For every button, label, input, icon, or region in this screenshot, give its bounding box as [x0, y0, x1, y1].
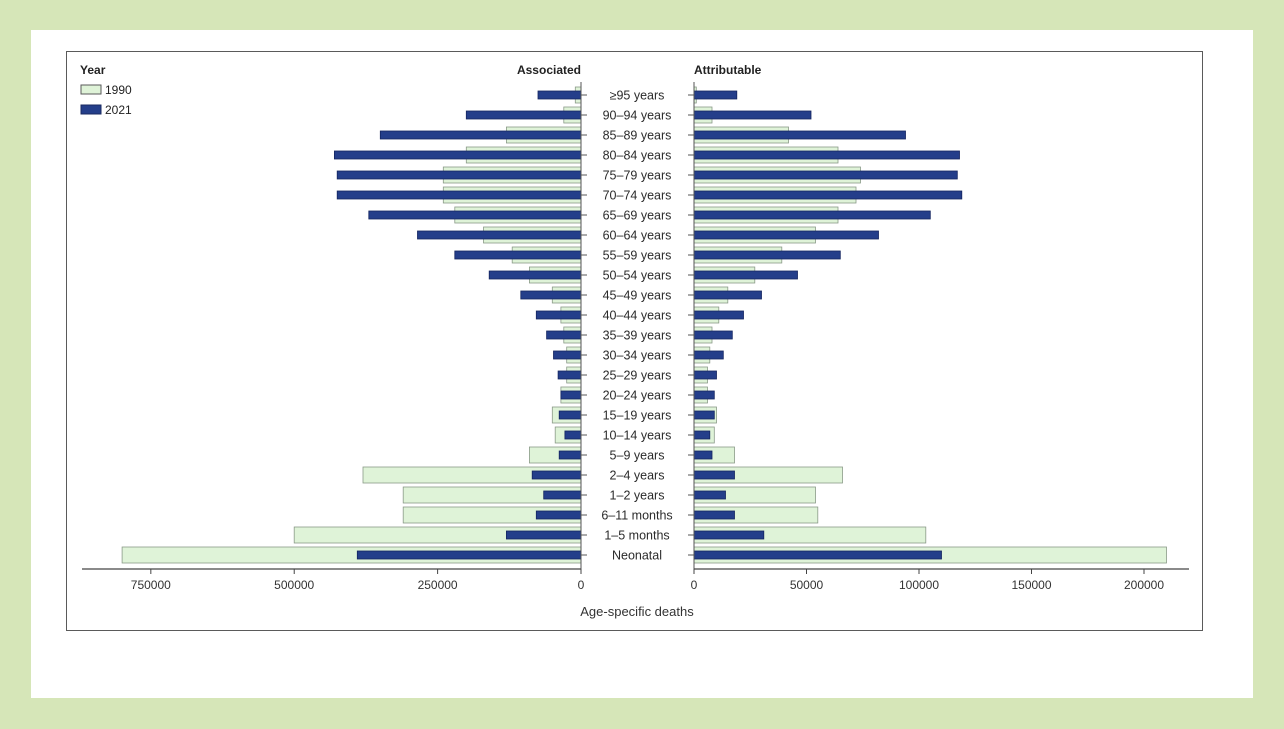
bar-attributable-2021 [693, 170, 958, 180]
bar-attributable-2021 [693, 510, 735, 520]
bar-associated-2021 [557, 370, 582, 380]
bar-associated-2021 [543, 490, 582, 500]
age-group-label: 40–44 years [603, 309, 672, 323]
bar-associated-2021 [546, 330, 582, 340]
x-tick-label-attributable: 150000 [1011, 578, 1051, 592]
bar-associated-2021 [553, 350, 582, 360]
legend: Year 1990 2021 [80, 63, 132, 117]
bar-associated-2021 [417, 230, 582, 240]
age-group-label: 5–9 years [610, 449, 665, 463]
age-group-label: 85–89 years [603, 129, 672, 143]
age-group-label: 30–34 years [603, 349, 672, 363]
bar-associated-2021 [379, 130, 582, 140]
age-group-label: 45–49 years [603, 289, 672, 303]
age-group-label: 1–5 months [604, 529, 669, 543]
age-group-label: 50–54 years [603, 269, 672, 283]
panel-title-right: Attributable [694, 63, 762, 77]
bar-associated-2021 [488, 270, 582, 280]
figure-frame: ≥95 years 90–94 years 85–89 years 80–84 yea… [31, 30, 1253, 698]
chart-svg: ≥95 years 90–94 years 85–89 years 80–84 yea… [80, 63, 1189, 619]
age-group-label: 15–19 years [603, 409, 672, 423]
age-group-label: 75–79 years [603, 169, 672, 183]
bar-attributable-2021 [693, 270, 798, 280]
age-group-label: 60–64 years [603, 229, 672, 243]
legend-swatch-2021 [80, 104, 102, 115]
bar-associated-2021 [535, 310, 582, 320]
bar-associated-2021 [558, 450, 582, 460]
bar-attributable-2021 [693, 90, 738, 100]
bar-associated-2021 [356, 550, 582, 560]
age-group-label: 35–39 years [603, 329, 672, 343]
age-group-label: 25–29 years [603, 369, 672, 383]
age-group-label: 70–74 years [603, 189, 672, 203]
panel-title-left: Associated [517, 63, 581, 77]
x-axis-title: Age-specific deaths [580, 604, 694, 619]
bar-associated-2021 [465, 110, 582, 120]
age-group-label: 1–2 years [610, 489, 665, 503]
age-group-label: 2–4 years [610, 469, 665, 483]
age-group-label: Neonatal [612, 549, 662, 563]
bar-attributable-2021 [693, 550, 942, 560]
bar-associated-2021 [558, 410, 582, 420]
bar-attributable-2021 [693, 230, 879, 240]
bar-attributable-2021 [693, 150, 960, 160]
bar-associated-2021 [535, 510, 582, 520]
age-group-label: 90–94 years [603, 109, 672, 123]
legend-label-1990: 1990 [105, 83, 132, 97]
bar-attributable-2021 [693, 490, 726, 500]
bar-associated-2021 [537, 90, 582, 100]
bar-attributable-2021 [693, 530, 765, 540]
bar-attributable-2021 [693, 290, 762, 300]
bar-associated-2021 [333, 150, 582, 160]
bar-attributable-2021 [693, 250, 841, 260]
age-group-label: ≥95 years [610, 89, 665, 103]
bar-attributable-2021 [693, 330, 733, 340]
x-tick-label-attributable: 200000 [1124, 578, 1164, 592]
age-group-label: 55–59 years [603, 249, 672, 263]
x-tick-label-attributable: 50000 [790, 578, 824, 592]
bar-associated-2021 [336, 170, 582, 180]
x-tick-label-associated: 500000 [274, 578, 314, 592]
bar-associated-2021 [560, 390, 582, 400]
bar-attributable-2021 [693, 190, 963, 200]
x-tick-label-attributable: 100000 [899, 578, 939, 592]
legend-swatch-1990 [80, 84, 102, 95]
bar-attributable-2021 [693, 390, 715, 400]
bar-associated-2021 [368, 210, 582, 220]
bar-attributable-2021 [693, 450, 713, 460]
bar-associated-2021 [564, 430, 582, 440]
bar-attributable-2021 [693, 310, 744, 320]
bar-associated-2021 [336, 190, 582, 200]
chart-container: ≥95 years 90–94 years 85–89 years 80–84 yea… [66, 51, 1203, 631]
legend-label-2021: 2021 [105, 103, 132, 117]
legend-title: Year [80, 63, 106, 77]
x-tick-label-associated: 250000 [418, 578, 458, 592]
bar-associated-2021 [454, 250, 582, 260]
x-tick-label-associated: 0 [578, 578, 585, 592]
bar-attributable-2021 [693, 210, 931, 220]
bar-associated-2021 [505, 530, 582, 540]
age-group-label: 20–24 years [603, 389, 672, 403]
age-group-label: 10–14 years [603, 429, 672, 443]
x-tick-label-associated: 750000 [131, 578, 171, 592]
age-group-label: 80–84 years [603, 149, 672, 163]
x-tick-label-attributable: 0 [691, 578, 698, 592]
age-group-label: 65–69 years [603, 209, 672, 223]
bar-associated-2021 [520, 290, 582, 300]
bar-attributable-2021 [693, 470, 735, 480]
bar-associated-2021 [531, 470, 582, 480]
bar-attributable-2021 [693, 110, 812, 120]
bar-attributable-2021 [693, 410, 715, 420]
bar-attributable-2021 [693, 430, 711, 440]
bar-attributable-2021 [693, 370, 717, 380]
age-group-label: 6–11 months [601, 509, 672, 523]
bar-attributable-2021 [693, 350, 724, 360]
bar-attributable-2021 [693, 130, 906, 140]
